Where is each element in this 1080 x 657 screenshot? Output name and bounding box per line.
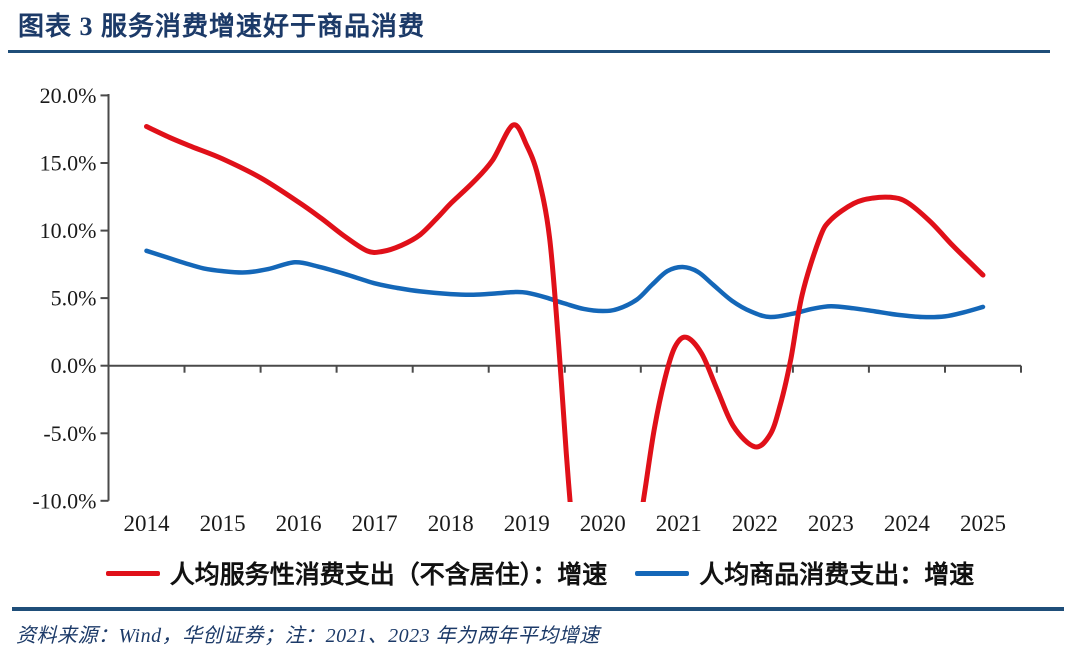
x-tick-label: 2018 xyxy=(428,511,474,536)
x-tick-label: 2014 xyxy=(124,511,171,536)
x-tick-label: 2021 xyxy=(656,511,702,536)
y-tick-label: 20.0% xyxy=(40,83,97,108)
series-blue-goods-path xyxy=(144,248,986,320)
source-note: 资料来源：Wind，华创证券；注：2021、2023 年为两年平均增速 xyxy=(16,625,600,647)
y-tick-label: 15.0% xyxy=(40,151,97,176)
footer-divider xyxy=(12,607,1064,611)
x-tick-label: 2022 xyxy=(732,511,778,536)
series-red-services-path xyxy=(144,122,986,502)
x-tick-label: 2017 xyxy=(352,511,398,536)
legend-item-goods-consumption: 人均商品消费支出：增速 xyxy=(635,555,974,591)
figure-title: 图表 3 服务消费增速好于商品消费 xyxy=(18,12,426,41)
x-tick-label: 2015 xyxy=(200,511,246,536)
y-tick-label: 10.0% xyxy=(40,218,97,243)
x-tick-label: 2020 xyxy=(580,511,626,536)
legend-item-service-consumption: 人均服务性消费支出（不含居住）：增速 xyxy=(105,555,608,591)
legend-label-goods: 人均商品消费支出：增速 xyxy=(699,560,975,589)
title-divider xyxy=(8,50,1050,53)
x-tick-label: 2016 xyxy=(276,511,322,536)
y-tick-label: 5.0% xyxy=(51,286,97,311)
x-tick-label: 2023 xyxy=(808,511,854,536)
y-tick-label: -10.0% xyxy=(32,488,96,513)
x-tick-label: 2019 xyxy=(504,511,550,536)
x-tick-label: 2024 xyxy=(884,511,931,536)
y-tick-label: 0.0% xyxy=(51,353,97,378)
blue-line-swatch xyxy=(635,570,690,576)
x-tick-label: 2025 xyxy=(960,511,1006,536)
chart-legend: 人均服务性消费支出（不含居住）：增速 人均商品消费支出：增速 xyxy=(0,554,1080,592)
red-line-swatch xyxy=(105,570,160,576)
y-tick-label: -5.0% xyxy=(43,421,96,446)
legend-label-service: 人均服务性消费支出（不含居住）：增速 xyxy=(169,560,608,589)
